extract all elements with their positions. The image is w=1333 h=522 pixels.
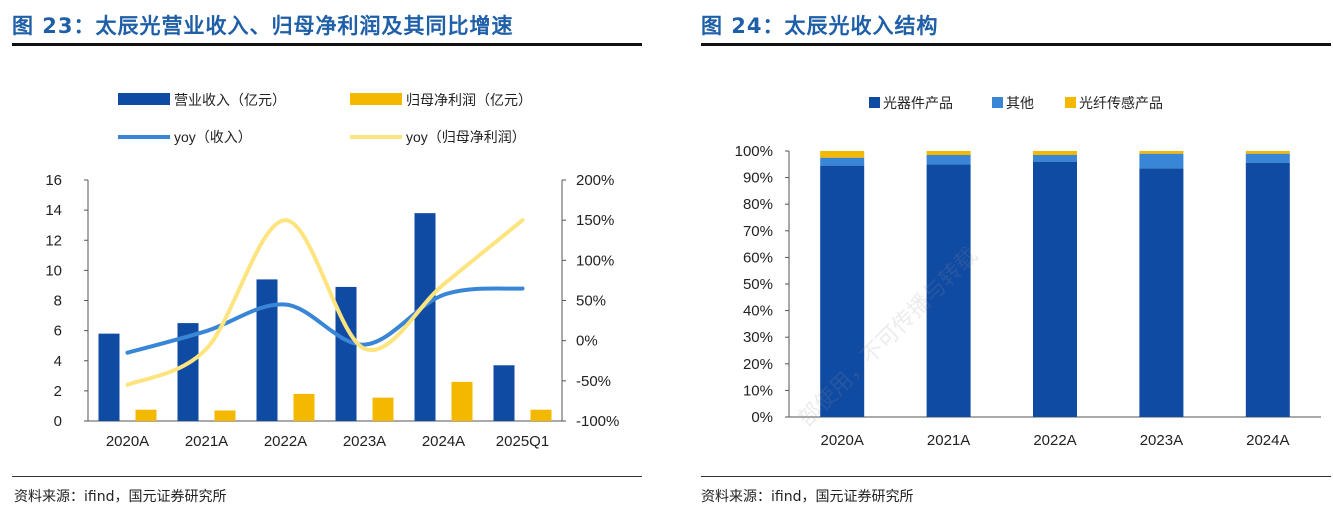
fiber-sensing-segment bbox=[820, 151, 865, 158]
legend-swatch bbox=[350, 93, 402, 105]
optical-device-segment bbox=[1245, 162, 1290, 417]
fiber-sensing-segment bbox=[926, 151, 971, 155]
optical-device-segment bbox=[926, 164, 971, 417]
x-tick-label: 2022A bbox=[1033, 432, 1076, 449]
net-profit-yoy-line bbox=[125, 218, 525, 387]
y-tick-label: 100% bbox=[735, 143, 773, 160]
y-right-tick-label: 0% bbox=[576, 333, 598, 350]
other-segment bbox=[1245, 153, 1290, 163]
fiber-sensing-segment bbox=[1245, 151, 1290, 154]
y-left-tick-label: 2 bbox=[54, 383, 62, 400]
x-tick-label: 2022A bbox=[264, 433, 307, 450]
y-tick-label: 10% bbox=[743, 382, 773, 399]
legend-swatch bbox=[869, 97, 880, 108]
left-source-note: 资料来源：ifind，国元证券研究所 bbox=[14, 489, 227, 505]
net-profit-bar bbox=[530, 409, 552, 421]
legend-label: yoy（归母净利润） bbox=[406, 129, 526, 145]
y-left-tick-label: 0 bbox=[54, 413, 62, 430]
y-left-tick-label: 4 bbox=[54, 353, 62, 370]
right-title-rule bbox=[701, 43, 1331, 46]
legend-swatch bbox=[992, 97, 1003, 108]
y-tick-label: 70% bbox=[743, 223, 773, 240]
optical-device-segment bbox=[1033, 161, 1077, 417]
net-profit-bar bbox=[293, 393, 315, 421]
y-right-tick-label: -100% bbox=[576, 413, 619, 430]
right-source-rule bbox=[701, 476, 1331, 477]
revenue-bar bbox=[98, 333, 120, 421]
y-tick-label: 50% bbox=[743, 276, 773, 293]
net-profit-bar bbox=[372, 397, 394, 421]
fiber-sensing-segment bbox=[1139, 151, 1184, 154]
net-profit-bar bbox=[135, 409, 157, 421]
revenue-profit-chart: 营业收入（亿元） 归母净利润（亿元） yoy（收入） yoy（归母净利润） 0 2 4 6 8 1… bbox=[45, 92, 619, 450]
legend-swatch bbox=[118, 93, 170, 105]
y-tick-label: 20% bbox=[743, 356, 773, 373]
x-tick-label: 2025Q1 bbox=[496, 433, 549, 450]
y-right-tick-label: 150% bbox=[576, 212, 614, 229]
fiber-sensing-segment bbox=[1033, 151, 1077, 155]
x-tick-label: 2024A bbox=[422, 433, 465, 450]
revenue-bar bbox=[177, 323, 199, 421]
x-tick-label: 2023A bbox=[1140, 432, 1183, 449]
left-figure-title: 图 23：太辰光营业收入、归母净利润及其同比增速 bbox=[12, 14, 514, 38]
other-segment bbox=[820, 157, 865, 166]
chart-panel-right: 图 24：太辰光收入结构 光器件产品 其他 光纤传感产品 0% 10% 20% 30% 40%… bbox=[697, 0, 1333, 522]
x-tick-label: 2021A bbox=[927, 432, 970, 449]
net-profit-bar bbox=[214, 410, 236, 421]
x-tick-label: 2021A bbox=[185, 433, 228, 450]
other-segment bbox=[1033, 154, 1077, 162]
y-tick-label: 60% bbox=[743, 249, 773, 266]
optical-device-segment bbox=[1139, 168, 1184, 417]
y-right-tick-label: 200% bbox=[576, 172, 614, 189]
y-left-tick-label: 10 bbox=[45, 262, 62, 279]
left-title-rule bbox=[12, 43, 642, 46]
legend-label: 营业收入（亿元） bbox=[174, 92, 286, 108]
y-left-tick-label: 16 bbox=[45, 172, 62, 189]
y-tick-label: 0% bbox=[751, 409, 773, 426]
revenue-yoy-line bbox=[125, 286, 525, 355]
y-left-tick-label: 6 bbox=[54, 323, 62, 340]
y-right-tick-label: 100% bbox=[576, 252, 614, 269]
left-source-rule bbox=[12, 476, 642, 477]
y-right-tick-label: -50% bbox=[576, 373, 611, 390]
legend-swatch bbox=[1065, 97, 1076, 108]
revenue-bar bbox=[493, 365, 515, 421]
revenue-bar bbox=[414, 213, 436, 421]
right-source-note: 资料来源：ifind，国元证券研究所 bbox=[701, 489, 914, 505]
y-left-tick-label: 12 bbox=[45, 232, 62, 249]
y-tick-label: 80% bbox=[743, 196, 773, 213]
y-left-tick-label: 14 bbox=[45, 202, 62, 219]
x-tick-label: 2020A bbox=[106, 433, 149, 450]
other-segment bbox=[926, 154, 971, 165]
revenue-bar bbox=[256, 279, 278, 421]
other-segment bbox=[1139, 153, 1184, 169]
legend-label: 其他 bbox=[1006, 95, 1034, 111]
chart-panel-left: 图 23：太辰光营业收入、归母净利润及其同比增速 营业收入（亿元） 归母净利润（亿… bbox=[0, 0, 650, 522]
y-right-tick-label: 50% bbox=[576, 293, 606, 310]
legend-label: 光纤传感产品 bbox=[1079, 95, 1163, 111]
right-figure-title: 图 24：太辰光收入结构 bbox=[701, 14, 939, 38]
optical-device-segment bbox=[820, 165, 865, 417]
x-tick-label: 2020A bbox=[821, 432, 864, 449]
y-tick-label: 90% bbox=[743, 170, 773, 187]
revenue-structure-chart: 光器件产品 其他 光纤传感产品 0% 10% 20% 30% 40% 50% 60% 70% 80% 9… bbox=[735, 95, 1321, 449]
legend-label: 光器件产品 bbox=[883, 95, 953, 111]
legend-label: 归母净利润（亿元） bbox=[406, 92, 532, 108]
x-tick-label: 2023A bbox=[343, 433, 386, 450]
y-tick-label: 30% bbox=[743, 329, 773, 346]
y-tick-label: 40% bbox=[743, 303, 773, 320]
y-left-tick-label: 8 bbox=[54, 293, 62, 310]
legend-label: yoy（收入） bbox=[174, 129, 252, 145]
net-profit-bar bbox=[451, 381, 473, 421]
x-tick-label: 2024A bbox=[1246, 432, 1289, 449]
